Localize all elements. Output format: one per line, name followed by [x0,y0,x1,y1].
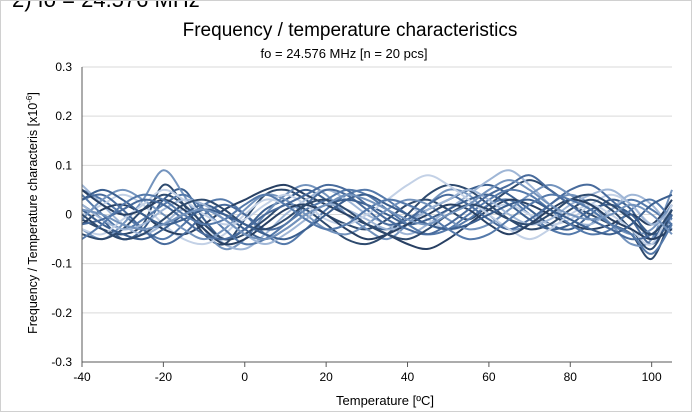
x-tick-label-6: 80 [564,370,578,384]
series-line-12 [81,184,673,241]
x-axis-label: Temperature [ºC] [336,393,434,408]
x-tick-label-7: 100 [642,370,662,384]
y-axis-label: Frequency / Temperature characteris [x10… [25,92,40,334]
series-line-17 [81,193,673,241]
series-layer [81,169,673,260]
x-tick-labels: -40 -20 0 20 40 60 80 100 [73,370,662,384]
partial-top-heading: 2) fo = 24.576 MHz [12,0,200,13]
y-axis-label-main: Frequency / Temperature characteris [x10 [26,103,40,334]
series-line-11 [81,188,673,246]
y-tick-label-6: -0.3 [51,355,72,369]
y-tick-label-2: 0.1 [55,158,72,172]
series-line-18 [81,188,673,241]
x-tick-label-3: 20 [319,370,333,384]
x-tick-label-5: 60 [482,370,496,384]
chart-title: Frequency / temperature characteristics [183,20,518,41]
axes [81,67,672,367]
series-line-20 [81,179,673,241]
series-line-3 [81,188,673,246]
chart-subtitle: fo = 24.576 MHz [n = 20 pcs] [261,46,428,61]
y-tick-labels: 0.3 0.2 0.1 0 -0.1 -0.2 -0.3 [51,60,72,369]
y-tick-label-5: -0.2 [51,306,72,320]
y-tick-label-1: 0.2 [55,109,72,123]
series-line-13 [81,188,673,245]
y-tick-label-4: -0.1 [51,257,72,271]
y-tick-label-3: 0 [65,208,72,222]
series-line-9 [81,183,673,251]
y-axis-label-end: ] [26,92,40,95]
x-tick-label-4: 40 [401,370,415,384]
series-line-2 [81,183,673,241]
series-line-16 [81,174,673,241]
x-tick-label-1: -20 [155,370,173,384]
y-tick-label-0: 0.3 [55,60,72,74]
y-axis-label-sup: -6 [25,95,34,103]
x-tick-label-2: 0 [241,370,248,384]
x-tick-label-0: -40 [73,370,91,384]
series-line-14 [81,174,673,246]
